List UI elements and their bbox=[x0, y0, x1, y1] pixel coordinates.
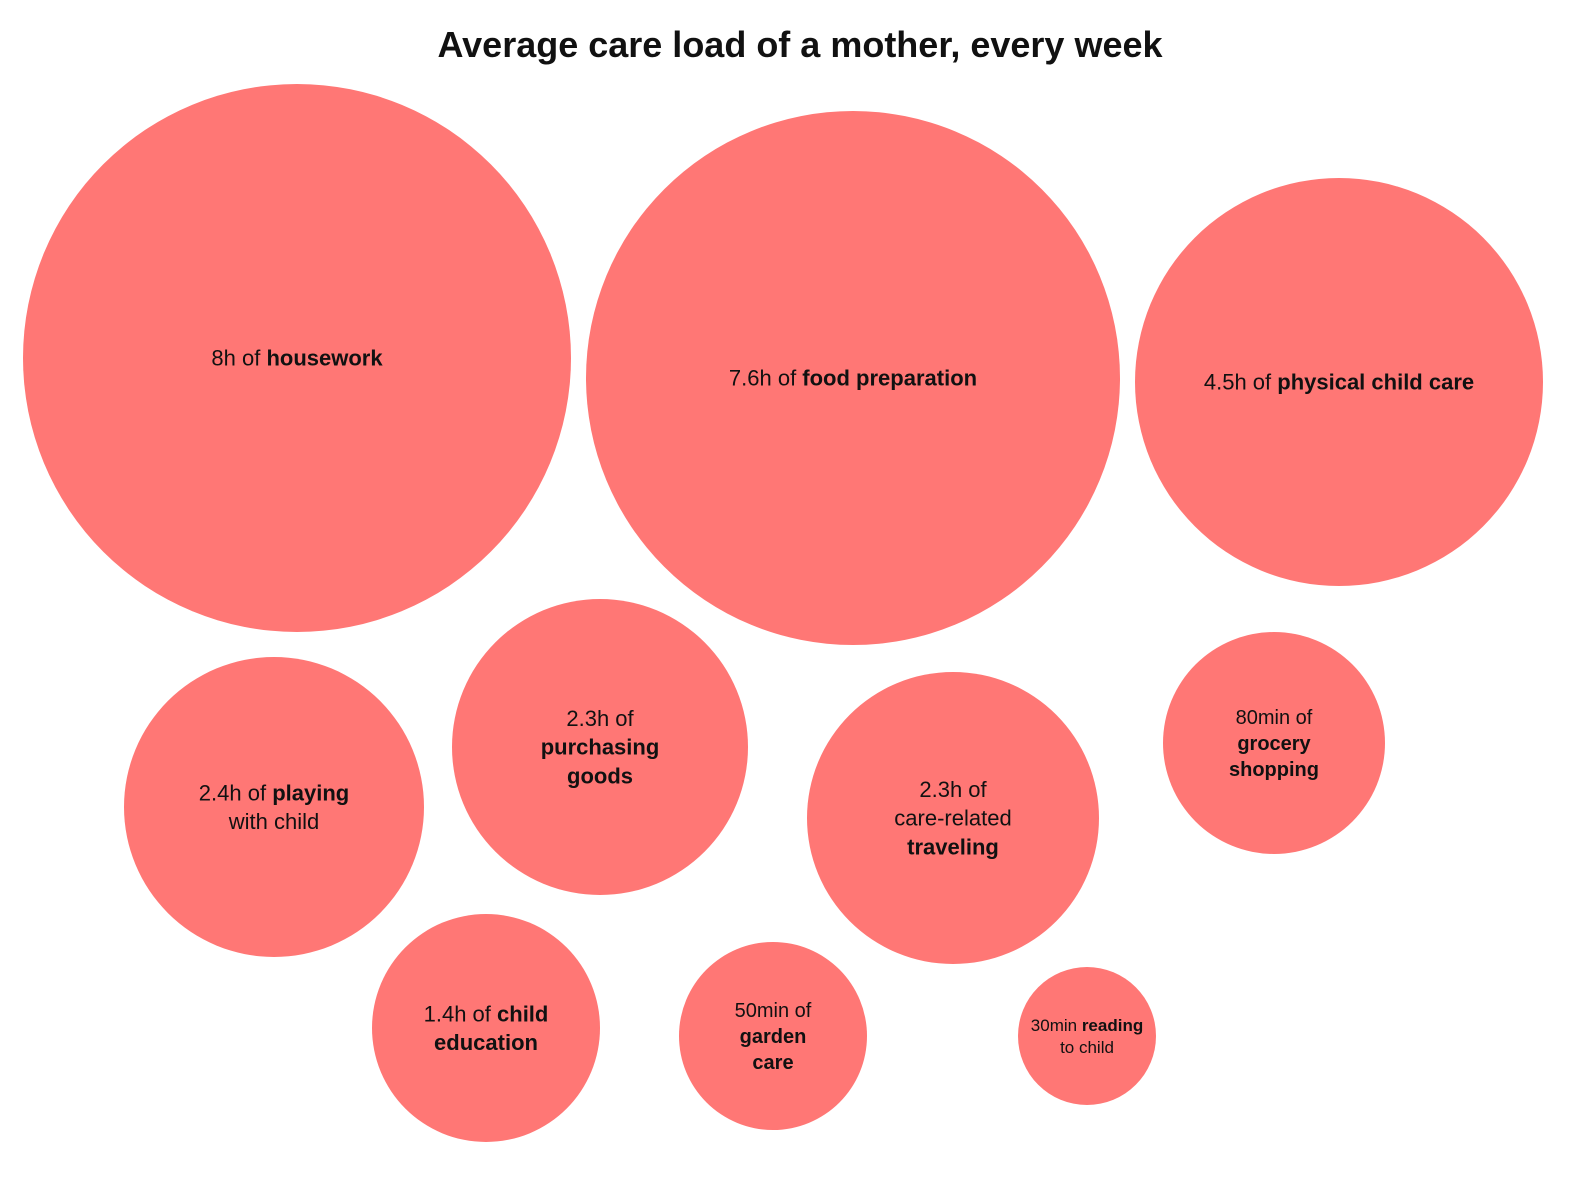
bubble-label-segment: care-related bbox=[894, 806, 1011, 831]
bubble-label-reading-to-child: 30min reading to child bbox=[1031, 1016, 1143, 1057]
bubble-label-segment: 80min of bbox=[1236, 707, 1313, 729]
bubble-label-segment: 7.6h of bbox=[729, 366, 802, 391]
bubble-label-segment: food preparation bbox=[802, 366, 977, 391]
bubble-label-segment: traveling bbox=[907, 834, 999, 859]
bubble-label-playing-with-child: 2.4h of playing with child bbox=[199, 780, 349, 834]
bubble-label-segment: purchasing bbox=[541, 735, 660, 760]
bubble-circle-purchasing-goods bbox=[452, 599, 748, 895]
bubble-circle-playing-with-child bbox=[124, 657, 424, 957]
bubble-label-segment: 30min bbox=[1031, 1016, 1082, 1035]
bubble-label-segment: care bbox=[752, 1052, 793, 1074]
bubble-label-purchasing-goods: 2.3h of purchasing goods bbox=[541, 706, 660, 788]
bubble-circle-housework bbox=[23, 84, 571, 632]
bubble-label-segment: 2.3h of bbox=[919, 777, 987, 802]
bubble-label-segment: 50min of bbox=[735, 1000, 812, 1022]
bubble-playing-with-child: 2.4h of playing with child bbox=[124, 657, 424, 957]
bubble-label-food-preparation: 7.6h of food preparation bbox=[729, 366, 977, 391]
bubble-label-physical-child-care: 4.5h of physical child care bbox=[1204, 370, 1474, 395]
bubble-purchasing-goods: 2.3h of purchasing goods bbox=[452, 599, 748, 895]
bubble-label-segment: physical child care bbox=[1277, 370, 1474, 395]
bubble-label-segment: 4.5h of bbox=[1204, 370, 1277, 395]
bubble-grocery-shopping: 80min of grocery shopping bbox=[1163, 632, 1385, 854]
bubble-label-segment: housework bbox=[266, 346, 383, 371]
bubble-child-education: 1.4h of child education bbox=[372, 914, 600, 1142]
bubble-circle-child-education bbox=[372, 914, 600, 1142]
bubble-label-segment: 2.3h of bbox=[566, 706, 634, 731]
bubble-label-segment: child bbox=[497, 1001, 548, 1026]
bubble-label-segment: education bbox=[434, 1030, 538, 1055]
bubble-label-segment: 1.4h of bbox=[424, 1001, 497, 1026]
bubble-label-care-related-traveling: 2.3h of care-related traveling bbox=[894, 777, 1011, 859]
bubble-label-segment: garden bbox=[740, 1026, 807, 1048]
bubble-circle-grocery-shopping bbox=[1163, 632, 1385, 854]
bubble-label-segment: reading bbox=[1082, 1016, 1143, 1035]
bubble-label-segment: to child bbox=[1060, 1038, 1114, 1057]
chart-title: Average care load of a mother, every wee… bbox=[437, 24, 1163, 65]
bubble-label-child-education: 1.4h of child education bbox=[424, 1001, 549, 1055]
bubble-label-segment: playing bbox=[272, 780, 349, 805]
bubble-label-housework: 8h of housework bbox=[211, 346, 383, 371]
bubble-physical-child-care: 4.5h of physical child care bbox=[1135, 178, 1543, 586]
bubble-label-segment: with child bbox=[228, 809, 319, 834]
bubble-circle-reading-to-child bbox=[1018, 967, 1156, 1105]
bubble-care-related-traveling: 2.3h of care-related traveling bbox=[807, 672, 1099, 964]
bubble-housework: 8h of housework bbox=[23, 84, 571, 632]
bubble-label-segment: goods bbox=[567, 763, 633, 788]
bubble-label-grocery-shopping: 80min of grocery shopping bbox=[1229, 707, 1319, 781]
bubble-circle-physical-child-care bbox=[1135, 178, 1543, 586]
bubble-label-segment: grocery bbox=[1237, 733, 1311, 755]
bubble-circle-garden-care bbox=[679, 942, 867, 1130]
bubble-label-segment: 8h of bbox=[211, 346, 266, 371]
bubble-food-preparation: 7.6h of food preparation bbox=[586, 111, 1120, 645]
bubble-circle-care-related-traveling bbox=[807, 672, 1099, 964]
bubble-label-garden-care: 50min of garden care bbox=[735, 1000, 812, 1074]
bubble-label-segment: shopping bbox=[1229, 759, 1319, 781]
bubble-circle-food-preparation bbox=[586, 111, 1120, 645]
bubble-garden-care: 50min of garden care bbox=[679, 942, 867, 1130]
bubble-reading-to-child: 30min reading to child bbox=[1018, 967, 1156, 1105]
bubble-label-segment: 2.4h of bbox=[199, 780, 272, 805]
